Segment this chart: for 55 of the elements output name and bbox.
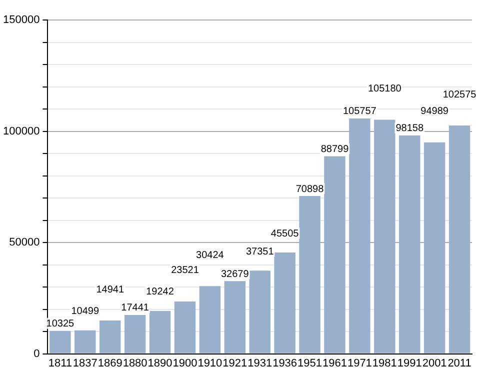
y-tick-label: 150000 (2, 14, 40, 26)
x-tick-label: 1869 (98, 357, 122, 370)
bar (374, 120, 396, 354)
x-tick-label: 1900 (172, 357, 198, 370)
bar (99, 320, 121, 354)
data-label: 14941 (96, 284, 124, 296)
data-label: 105180 (368, 83, 402, 94)
data-label: 45505 (270, 228, 300, 240)
bar (349, 118, 370, 354)
x-tick-label: 2001 (422, 357, 447, 370)
bar (199, 286, 221, 354)
x-tick-label: 1910 (198, 357, 222, 370)
data-label: 88799 (320, 144, 350, 155)
bar (299, 196, 320, 354)
x-tick-label: 1931 (248, 357, 272, 370)
x-tick-label: 2011 (448, 357, 472, 370)
y-tick-label: 0 (34, 348, 40, 360)
x-tick-label: 1991 (397, 357, 422, 370)
bar (249, 270, 270, 354)
bar (448, 126, 470, 354)
x-tick-label: 1971 (347, 357, 372, 370)
data-label: 70898 (296, 184, 324, 195)
y-tick-label: 100000 (2, 125, 40, 138)
x-tick-label: 1981 (372, 357, 397, 370)
data-label: 10499 (71, 306, 100, 318)
bar (149, 310, 171, 354)
x-tick-label: 1951 (298, 357, 322, 370)
data-label: 105757 (343, 106, 377, 118)
x-tick-label: 1890 (148, 357, 172, 370)
bar (124, 314, 146, 354)
bar (424, 142, 446, 354)
y-tick-label: 50000 (9, 236, 40, 249)
x-tick-label: 1936 (272, 357, 298, 370)
data-label: 94989 (420, 106, 449, 118)
x-tick-label: 1811 (48, 357, 72, 370)
x-tick-label: 1880 (122, 357, 148, 370)
data-label: 23521 (171, 265, 200, 276)
data-label: 30424 (196, 250, 224, 261)
data-label: 17441 (121, 302, 150, 314)
data-label: 102575 (442, 89, 477, 100)
bar (50, 330, 71, 354)
bar (174, 301, 196, 354)
data-label: 19242 (146, 286, 174, 298)
data-label: 10325 (46, 318, 75, 330)
bar (74, 330, 96, 354)
x-tick-label: 1921 (222, 357, 248, 370)
data-label: 32679 (220, 268, 250, 280)
x-tick-label: 1837 (72, 357, 98, 370)
bar (274, 252, 296, 354)
data-label: 37351 (246, 246, 274, 258)
bar (398, 135, 420, 354)
bar (324, 156, 346, 354)
data-label: 98158 (396, 123, 424, 134)
x-tick-label: 1961 (322, 357, 347, 370)
bar (224, 281, 246, 354)
